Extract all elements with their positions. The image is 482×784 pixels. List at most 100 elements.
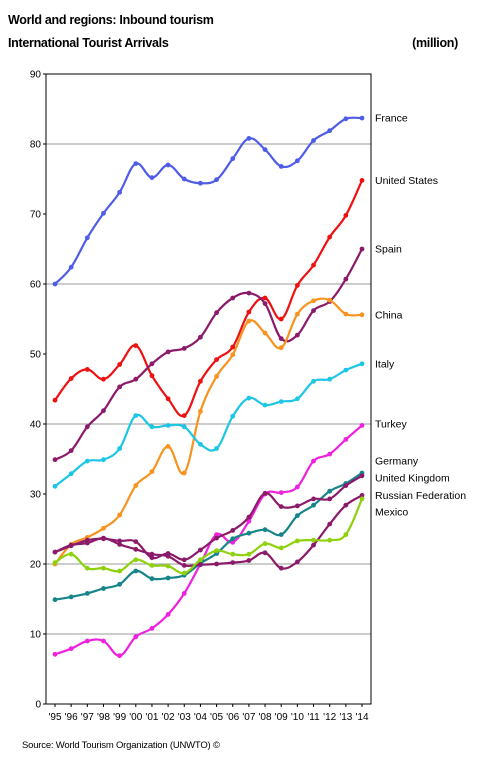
data-point-turkey — [294, 484, 300, 490]
data-point-germany — [327, 488, 333, 494]
legend-label-france: France — [375, 113, 408, 125]
data-point-russian-federation — [52, 549, 58, 555]
data-point-spain — [68, 448, 74, 453]
data-point-china — [230, 352, 236, 358]
data-point-russian-federation — [294, 559, 300, 565]
data-point-italy — [52, 483, 58, 489]
legend-label-united-states: United States — [375, 175, 438, 187]
data-point-germany — [165, 575, 171, 581]
data-point-united-states — [133, 343, 139, 348]
data-point-united-kingdom — [278, 504, 284, 509]
data-point-united-states — [327, 234, 333, 240]
data-point-france — [84, 235, 90, 241]
data-point-france — [294, 158, 300, 164]
x-tick-label: '03 — [178, 712, 191, 723]
data-point-united-states — [278, 316, 284, 322]
data-point-spain — [311, 308, 316, 313]
x-tick-label: '05 — [210, 712, 223, 723]
y-tick-label: 30 — [30, 490, 42, 501]
data-point-united-states — [149, 373, 155, 379]
series-line-italy — [53, 362, 364, 488]
data-point-russian-federation — [198, 562, 203, 568]
data-point-china — [294, 311, 300, 317]
x-tick-label: '07 — [242, 712, 255, 723]
data-point-germany — [294, 513, 300, 519]
data-point-turkey — [230, 539, 236, 545]
data-point-russian-federation — [117, 542, 123, 547]
data-point-italy — [181, 424, 187, 430]
data-point-turkey — [133, 634, 139, 640]
data-point-russian-federation — [181, 563, 187, 568]
data-point-spain — [343, 276, 349, 282]
data-point-germany — [246, 530, 252, 536]
data-point-italy — [311, 378, 316, 384]
data-point-mexico — [68, 551, 74, 557]
data-point-united-states — [214, 357, 219, 362]
data-point-france — [246, 136, 252, 141]
x-tick-label: '04 — [194, 712, 207, 723]
data-point-italy — [165, 423, 171, 428]
x-tick-label: '01 — [145, 712, 158, 723]
data-point-italy — [133, 413, 139, 418]
data-point-united-states — [198, 378, 203, 384]
data-point-germany — [262, 527, 268, 533]
x-tick-label: '95 — [48, 712, 61, 723]
data-point-china — [198, 409, 203, 414]
data-point-spain — [294, 332, 300, 338]
data-point-russian-federation — [246, 558, 252, 563]
data-point-russian-federation — [101, 535, 106, 541]
legend-label-united-kingdom: United Kingdom — [375, 472, 450, 484]
data-point-italy — [198, 441, 203, 447]
x-tick-label: '02 — [162, 712, 175, 723]
data-point-united-kingdom — [149, 555, 155, 561]
data-point-turkey — [84, 638, 90, 644]
data-point-russian-federation — [68, 542, 74, 548]
data-point-germany — [68, 594, 74, 600]
data-point-mexico — [84, 565, 90, 571]
x-tick-label: '12 — [323, 712, 336, 723]
data-point-mexico — [262, 541, 268, 547]
data-point-united-states — [101, 376, 106, 382]
data-point-italy — [278, 399, 284, 404]
data-point-mexico — [294, 538, 300, 544]
data-point-spain — [262, 301, 268, 306]
data-point-france — [117, 189, 123, 195]
data-point-mexico — [278, 545, 284, 551]
data-point-mexico — [149, 563, 155, 568]
data-point-turkey — [327, 451, 333, 457]
x-tick-label: '00 — [129, 712, 142, 723]
x-tick-label: '13 — [339, 712, 352, 723]
data-point-turkey — [343, 437, 349, 442]
data-point-united-states — [262, 295, 268, 301]
data-point-united-states — [294, 283, 300, 288]
data-point-france — [52, 281, 58, 287]
data-point-mexico — [198, 557, 203, 563]
data-point-russian-federation — [230, 560, 236, 565]
data-point-mexico — [181, 570, 187, 576]
legend-label-mexico: Mexico — [375, 507, 408, 519]
data-point-china — [149, 469, 155, 474]
data-point-germany — [311, 502, 316, 508]
data-point-russian-federation — [133, 546, 139, 552]
data-point-germany — [230, 536, 236, 542]
data-point-italy — [214, 446, 219, 451]
data-point-china — [165, 444, 171, 449]
y-tick-label: 40 — [30, 420, 42, 431]
y-tick-label: 50 — [30, 350, 42, 361]
data-point-united-states — [246, 309, 252, 315]
data-point-germany — [117, 581, 123, 587]
data-point-united-states — [52, 397, 58, 403]
data-point-united-states — [68, 376, 74, 381]
data-point-russian-federation — [278, 565, 284, 571]
data-point-united-kingdom — [181, 557, 187, 563]
data-point-france — [327, 128, 333, 134]
data-point-italy — [230, 413, 236, 419]
data-point-turkey — [311, 458, 316, 464]
data-point-spain — [181, 346, 187, 351]
data-point-france — [359, 115, 365, 121]
data-point-turkey — [52, 651, 58, 657]
legend-label-turkey: Turkey — [375, 419, 407, 431]
data-point-united-kingdom — [230, 528, 236, 533]
data-point-france — [278, 164, 284, 169]
data-point-russian-federation — [165, 553, 171, 559]
